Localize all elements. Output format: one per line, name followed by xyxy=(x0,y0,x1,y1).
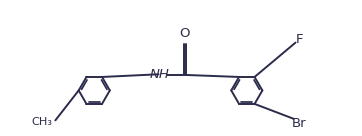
Text: Br: Br xyxy=(292,117,307,130)
Text: NH: NH xyxy=(150,68,170,81)
Text: F: F xyxy=(295,33,303,46)
Text: CH₃: CH₃ xyxy=(31,117,52,127)
Text: O: O xyxy=(180,27,190,40)
